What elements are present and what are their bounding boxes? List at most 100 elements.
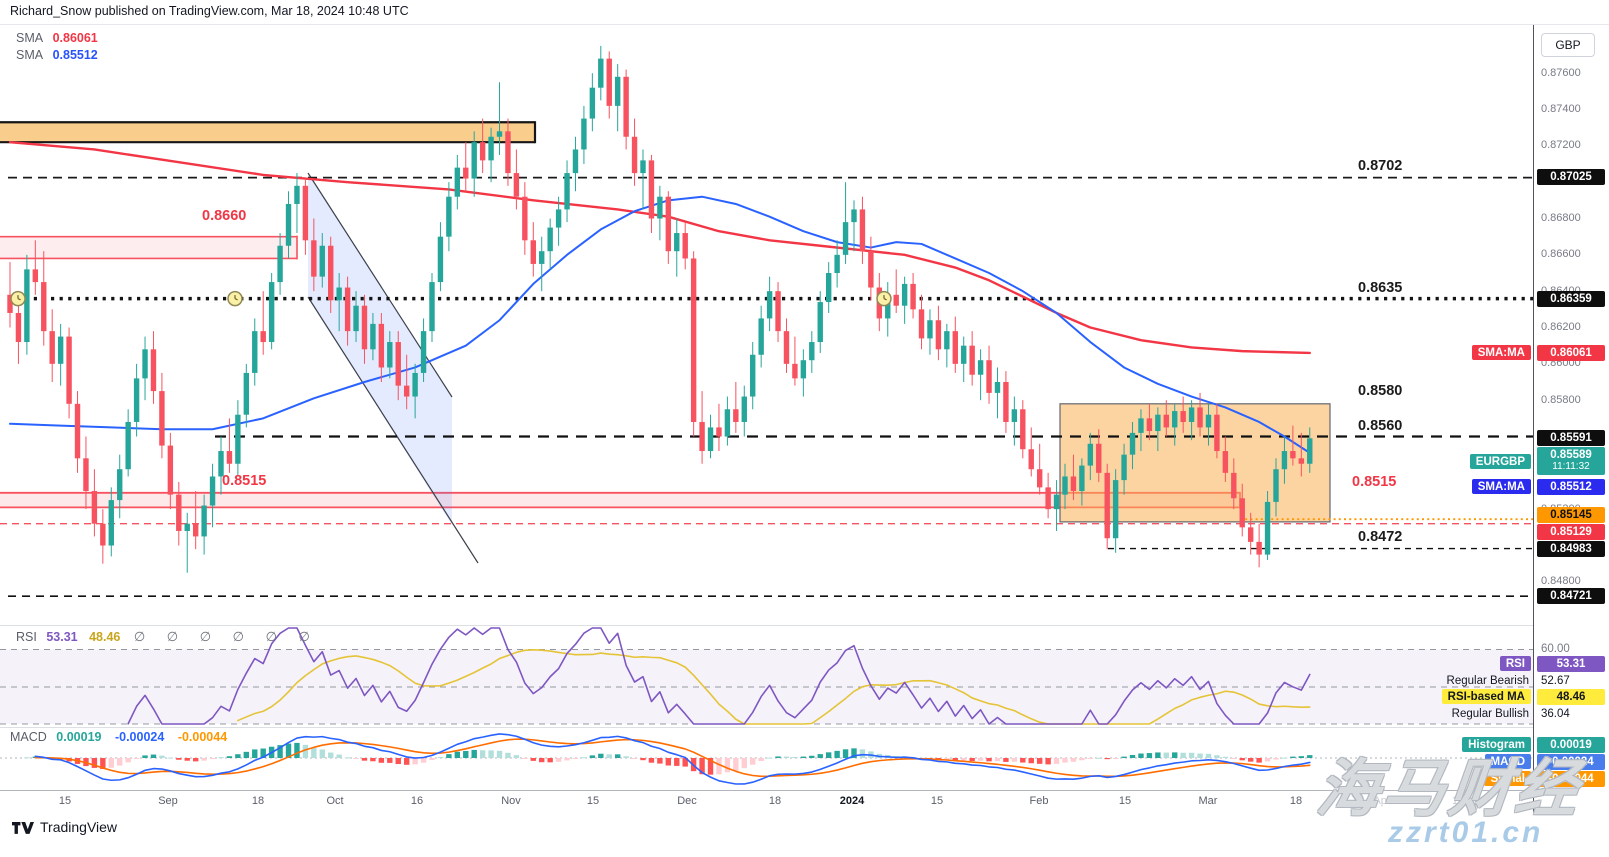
macd-histogram-bar [252,749,258,758]
candle [547,227,553,252]
price-axis[interactable]: GBP 0.87600 0.87400 0.87200 0.86800 0.86600 0… [1533,25,1609,812]
rsi-bullish-label: Regular Bullish [1451,707,1529,720]
candle [724,409,731,437]
macd-histogram-bar [707,758,714,775]
macd-histogram-bar [775,756,781,758]
candle [859,209,866,252]
candle [707,427,714,452]
level-label: 0.8472 [1358,529,1402,545]
candle [766,291,773,319]
macd-histogram-bar [454,751,461,758]
macd-histogram-bar [750,758,756,765]
candle [935,320,942,350]
price-tick: 0.87200 [1541,139,1581,152]
divergence-toggle-icons[interactable]: ∅ ∅ ∅ ∅ ∅ ∅ [133,629,319,644]
sma-blue-badge: 0.85512 [1537,479,1605,495]
macd-histogram-bar [977,758,984,761]
candle [1138,418,1144,433]
candle [488,136,494,161]
candle [218,451,224,477]
macd-histogram-bar [682,758,688,767]
candle [1028,449,1034,470]
candle [1096,443,1102,473]
time-axis[interactable]: 15 Sep 18 Oct 16 Nov 15 Dec 18 2024 15 Feb 15 Mar 18 Ap… [0,790,1533,812]
candle [336,287,342,301]
pane-separator[interactable] [0,727,1609,728]
level-label: 0.8580 [1358,383,1402,399]
rsi-ma-axis-label: RSI-based MA [1441,689,1531,704]
sma-blue-legend-value: 0.85512 [52,48,98,62]
candle [57,336,64,364]
macd-histogram-bar [1104,758,1110,760]
macd-histogram-bar [142,755,148,758]
candle [1197,407,1203,428]
rsi-60-tick: 60.00 [1541,642,1570,655]
candle [117,469,123,501]
macd-histogram-bar [1290,756,1296,758]
pane-separator[interactable] [0,625,1609,626]
publish-header: Richard_Snow published on TradingView.co… [0,0,1609,25]
macd-histogram-bar [353,758,359,759]
time-tick: 18 [251,795,265,807]
macd-histogram-bar [463,750,469,758]
macd-histogram-bar [133,758,140,759]
macd-histogram-bar [1070,758,1077,762]
candle [260,331,266,343]
rsi-bearish-label: Regular Bearish [1446,674,1529,687]
macd-histogram-bar [1020,758,1026,763]
macd-histogram-bar [1247,758,1254,762]
macd-histogram-bar [488,750,494,758]
candle [1290,451,1296,459]
macd-histogram-bar [294,742,300,758]
macd-histogram-bar [1231,758,1237,759]
sma-blue-line [9,195,1311,454]
level-label: 0.8635 [1358,280,1402,296]
candle [370,323,376,350]
macd-histogram-bar [1214,755,1220,758]
candle [243,372,250,415]
candle [412,372,418,397]
level-badge-84983: 0.84983 [1537,541,1605,557]
candle [1087,443,1094,466]
macd-histogram-bar [1045,758,1051,765]
candle [986,360,992,393]
candle [74,403,81,459]
tradingview-logo-icon [12,821,34,834]
alert-badge-85145: 0.85145 [1537,507,1605,523]
candle [555,209,562,228]
candle [41,282,47,332]
rsi-legend-value: 53.31 [46,630,78,644]
candle [429,282,435,332]
sma-red-axis-label: SMA:MA [1471,345,1531,360]
time-tick: 15 [586,795,600,807]
macd-pane[interactable] [0,727,1533,790]
main-chart-pane[interactable]: 0.8660 0.8515 0.8702 0.8635 0.8580 0.8560 0.85… [0,25,1533,625]
macd-histogram-bar [842,749,849,758]
candle [344,287,351,332]
macd-histogram-bar [741,758,747,769]
level-label: 0.8515 [1352,474,1396,490]
rsi-ma-legend-value: 48.46 [89,630,121,644]
rsi-pane[interactable] [0,625,1533,727]
macd-histogram-bar [167,757,174,759]
macd-histogram-bar [834,750,840,758]
macd-histogram-bar [994,758,1001,762]
currency-toggle-button[interactable]: GBP [1541,33,1595,57]
candle [1062,476,1068,495]
macd-histogram-bar [319,749,325,758]
macd-legend-label: MACD [10,730,47,744]
candle [133,378,140,422]
candle [927,320,933,339]
candle [817,302,823,343]
macd-histogram-bar [1087,758,1094,759]
macd-histogram-bar [581,757,587,759]
signal-badge: -0.00044 [1537,771,1605,787]
support-band [0,492,1240,508]
price-tick: 0.85800 [1541,393,1581,406]
macd-histogram-bar [378,758,385,763]
candle [1003,382,1009,422]
macd-histogram-bar [344,757,351,759]
tradingview-brand[interactable]: TradingView [12,819,117,835]
macd-histogram-bar [1197,753,1203,758]
candle [353,305,359,332]
